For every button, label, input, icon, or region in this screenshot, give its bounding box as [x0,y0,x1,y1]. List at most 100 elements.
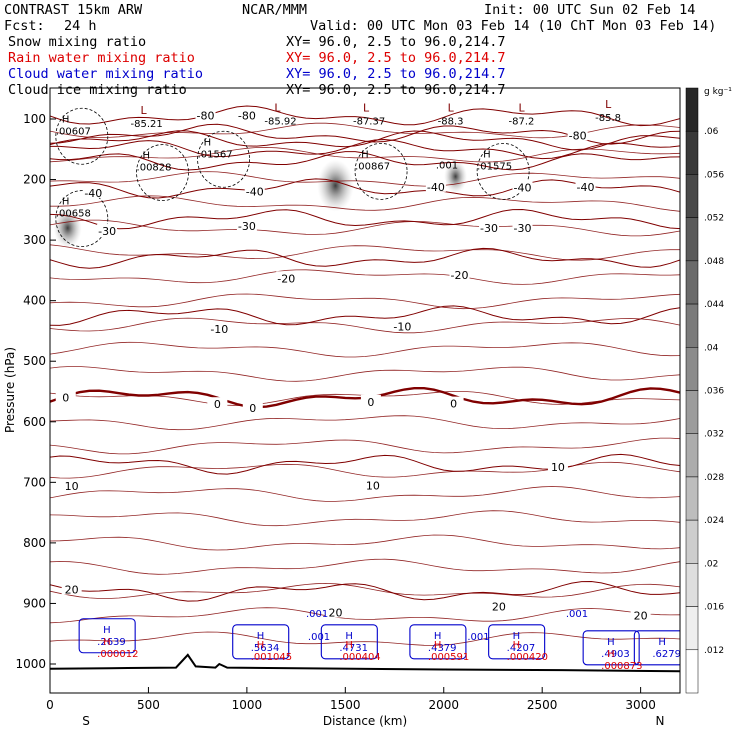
temperature-contour [50,415,680,431]
temperature-label: 10 [366,479,380,492]
field-legend: Snow mixing ratio XY= 96.0, 2.5 to 96.0,2… [8,34,505,98]
temperature-label: -40 [427,181,445,194]
y-tick-label: 1000 [15,657,46,671]
high-mark: H [345,640,353,651]
temperature-contour [50,461,680,479]
colorbar-tick-label: .032 [704,430,724,440]
colorbar-cell [685,87,699,132]
chart-title: CONTRAST 15km ARW [4,2,143,18]
temperature-label: -40 [246,186,264,199]
high-mark: H [513,631,521,642]
high-mark: H [103,637,111,648]
temperature-contour [50,293,680,310]
y-tick-label: 300 [23,233,46,247]
field-name: Cloud ice mixing ratio [8,82,187,98]
low-value: -87.37 [353,117,385,128]
low-mark: L [605,98,612,111]
colorbar-cell [685,303,699,348]
temperature-label: -40 [577,181,595,194]
y-tick-label: 200 [23,173,46,187]
colorbar-cell [685,347,699,391]
temperature-label-bg [236,219,257,232]
high-mark: H [361,149,369,160]
low-mark: L [519,102,526,115]
field-name: Snow mixing ratio [8,34,146,50]
high-mark: H [103,625,111,636]
temperature-contour [50,631,680,646]
y-axis-label: Pressure (hPa) [3,347,17,433]
temperature-contour [50,486,680,502]
temperature-label: -80 [569,129,587,142]
colorbar-tick-label: .06 [704,127,719,137]
temperature-contour [50,437,680,455]
high-mark: H [434,631,442,642]
colorbar-cell [685,476,699,521]
temperature-contour [50,580,680,602]
temperature-label: 20 [492,600,506,613]
colorbar-cell [685,433,699,478]
temperature-contour [50,582,680,599]
y-tick-label: 400 [23,294,46,308]
high-mark: H [62,114,70,125]
temperature-label: 0 [214,398,221,411]
high-value: .00607 [56,126,91,137]
temperature-contour [50,247,680,269]
temperature-label: -30 [238,220,256,233]
high-value: .4379 [428,643,457,654]
temperature-label: -80 [238,109,256,122]
colorbar-cell [685,174,699,218]
temperature-label-bg [567,128,588,141]
colorbar-tick-label: .024 [704,516,724,526]
colorbar-unit: g kg⁻¹ [704,87,732,97]
high-value: .01575 [477,161,512,172]
temperature-label: -40 [84,187,102,200]
forecast-value: 24 h [64,18,97,34]
ice-contour [136,144,189,202]
temperature-label-bg [547,460,568,473]
field-name: Cloud water mixing ratio [8,66,203,82]
high-value: .000420 [507,652,548,663]
high-value: .000873 [601,661,642,672]
colorbar-tick-label: .028 [704,473,724,483]
cloud-water-contour [582,630,640,666]
high-mark: H [658,637,666,648]
colorbar-tick-label: .036 [704,387,724,397]
high-mark: H [257,631,265,642]
temperature-label: -20 [451,269,469,282]
temperature-label-bg [512,180,533,193]
ice-contour [354,142,408,200]
ice-contour [55,107,109,165]
temperature-contour [50,138,680,160]
high-value: .000012 [97,649,138,660]
contour-small-label: .001 [308,632,330,643]
field-xy-range: XY= 96.0, 2.5 to 96.0,214.7 [286,66,505,82]
low-mark: L [448,102,455,115]
x-end-label-south: S [82,714,90,728]
temperature-label: 0 [450,398,457,411]
forecast-label: Fcst: [4,18,45,34]
center-label: NCAR/MMM [242,2,307,18]
temperature-label: -30 [480,222,498,235]
temperature-label-bg [325,605,346,618]
temperature-label-bg [630,608,651,621]
colorbar: .06 .056 .052 .048 .044 .04 .036 .032 .028 .024 .0… [685,87,724,694]
temperature-contour [50,341,680,358]
temperature-contour [50,510,680,527]
temperature-contour [50,151,680,171]
high-mark: H [434,640,442,651]
temperature-contour [50,208,680,230]
temperature-label-bg [195,108,216,121]
high-value: .6279 [652,649,681,660]
colorbar-cell [685,390,699,434]
temperature-contour [50,366,680,382]
x-tick-label: 3000 [625,698,656,712]
low-mark: L [363,102,370,115]
temperature-label-bg [425,179,446,192]
high-value: .00828 [137,163,172,174]
colorbar-cell [685,130,699,175]
high-value: .000591 [428,652,469,663]
field-xy-range: XY= 96.0, 2.5 to 96.0,214.7 [286,50,505,66]
